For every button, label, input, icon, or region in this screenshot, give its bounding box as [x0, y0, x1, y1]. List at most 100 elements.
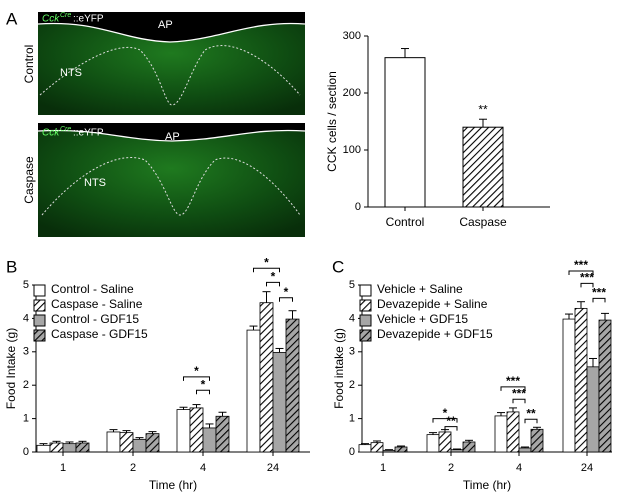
y-tick-label: 5 [23, 279, 29, 291]
x-tick-label: 1 [380, 462, 386, 474]
region-label: AP [158, 19, 173, 31]
legend-label: Devazepide + GDF15 [377, 327, 493, 341]
bar [506, 411, 520, 453]
bracket [568, 270, 594, 275]
micrograph: Cck Cre ::eYFP AP NTS [37, 123, 306, 237]
bar [598, 319, 612, 453]
bar [426, 434, 440, 453]
bracket [253, 267, 280, 273]
significance: ** [446, 414, 456, 428]
y-tick-label: 1 [23, 413, 29, 425]
legend-swatch [359, 284, 372, 297]
legend-swatch [33, 299, 46, 312]
significance: *** [592, 286, 606, 300]
bar [384, 57, 426, 208]
x-tick-label: 4 [200, 462, 206, 474]
legend-swatch [359, 329, 372, 342]
legend-swatch [359, 299, 372, 312]
y-tick-label: 4 [349, 312, 355, 324]
bar [272, 352, 287, 453]
bar [145, 433, 160, 453]
legend-label: Control - Saline [51, 282, 134, 296]
legend-label: Vehicle + Saline [377, 282, 463, 296]
significance: *** [574, 258, 588, 272]
bar [119, 432, 134, 453]
panel-label: B [6, 257, 17, 276]
region-label: NTS [84, 177, 106, 189]
legend-label: Caspase - Saline [51, 297, 143, 311]
significance: * [271, 269, 276, 283]
y-tick-label: 4 [23, 312, 29, 324]
panel-label: C [332, 257, 344, 276]
marker-super: Cre [60, 126, 71, 133]
row-label: Control [22, 45, 36, 84]
significance: * [264, 255, 269, 269]
y-tick-label: 200 [343, 87, 361, 99]
bracket [500, 386, 526, 391]
bracket [196, 389, 210, 395]
x-tick-label: 2 [130, 462, 136, 474]
x-tick-label: Control [386, 215, 425, 229]
bar [36, 444, 51, 453]
bar [586, 366, 600, 453]
bracket [580, 282, 594, 288]
significance: * [201, 377, 206, 391]
x-tick-label: 2 [448, 462, 454, 474]
bar [370, 442, 384, 453]
bar [106, 431, 121, 453]
bar [562, 318, 576, 453]
panel-label: A [6, 9, 18, 28]
y-tick-label: 2 [349, 379, 355, 391]
y-tick-label: 3 [23, 346, 29, 358]
marker-super: Cre [60, 12, 71, 19]
y-tick-label: 1 [349, 413, 355, 425]
bar [462, 441, 476, 453]
bar [49, 442, 64, 453]
y-axis-label: Food Intake (g) [4, 328, 18, 409]
legend-label: Control - GDF15 [51, 312, 139, 326]
micrograph: Cck Cre ::eYFP AP NTS [37, 12, 306, 115]
x-tick-label: Caspase [459, 215, 507, 229]
bar [358, 444, 372, 453]
significance: *** [506, 374, 520, 388]
legend-swatch [33, 329, 46, 342]
bar [259, 302, 274, 453]
bracket [512, 398, 526, 404]
bar [215, 415, 230, 453]
marker-gene: Cck [42, 128, 60, 139]
y-tick-label: 0 [355, 201, 361, 213]
bar [394, 446, 408, 453]
bar [285, 318, 300, 453]
significance: ** [526, 406, 536, 420]
bar [450, 449, 464, 453]
x-tick-label: 1 [60, 462, 66, 474]
significance: * [284, 285, 289, 299]
y-tick-label: 0 [349, 446, 355, 458]
x-axis-label: Time (hr) [149, 478, 197, 492]
bracket [279, 297, 293, 302]
x-tick-label: 24 [267, 462, 279, 474]
bar [132, 438, 147, 453]
bracket [266, 281, 280, 287]
bar [494, 415, 508, 453]
bracket [444, 426, 458, 431]
bar [62, 443, 77, 453]
bar [202, 427, 217, 453]
legend-label: Vehicle + GDF15 [377, 312, 468, 326]
marker-gene: Cck [42, 14, 60, 25]
y-tick-label: 3 [349, 346, 355, 358]
y-axis-label: Food intake (g) [332, 328, 346, 409]
significance: * [443, 406, 448, 420]
bar [382, 449, 396, 453]
y-tick-label: 100 [343, 144, 361, 156]
bar [176, 409, 191, 453]
bracket [183, 376, 210, 381]
marker-suffix: ::eYFP [73, 128, 104, 139]
y-axis-label: CCK cells / section [325, 71, 339, 172]
legend-label: Devazepide + Saline [377, 297, 488, 311]
y-tick-label: 300 [343, 30, 361, 42]
bracket [432, 418, 458, 423]
bracket [524, 418, 538, 424]
y-tick-label: 5 [349, 279, 355, 291]
